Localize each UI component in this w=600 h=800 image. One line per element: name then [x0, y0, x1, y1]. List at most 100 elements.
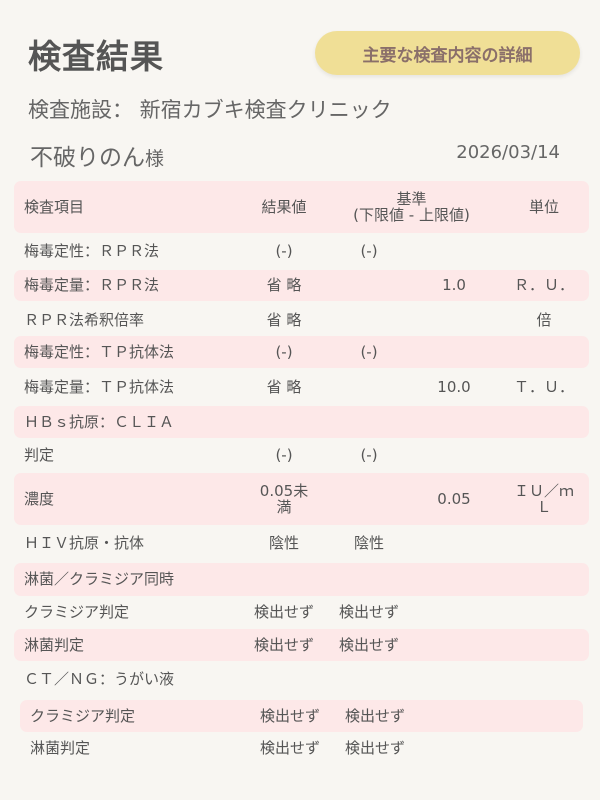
cell-item: ＲＰＲ法希釈倍率	[24, 311, 145, 330]
cell-result: 省 略	[266, 377, 302, 396]
cell-unit	[499, 236, 589, 266]
cell-result: 検出せず	[253, 635, 314, 654]
patient-suffix: 様	[145, 148, 165, 170]
table-row: 梅毒定性：ＴＰ抗体法 (-) (-)	[14, 336, 589, 368]
cell-lower	[324, 563, 414, 596]
cell-result: 0.05未満	[259, 481, 309, 516]
table-row: ＲＰＲ法希釈倍率 省 略 倍	[14, 305, 589, 336]
cell-result: (-)	[275, 445, 293, 464]
exam-date: 2026/03/14	[456, 142, 560, 163]
table-row: 淋菌判定 検出せず 検出せず	[20, 733, 583, 763]
cell-item: 淋菌判定	[30, 738, 91, 757]
cell-upper: 10.0	[437, 377, 471, 396]
cell-result: 陰性	[268, 533, 299, 552]
cell-upper	[409, 336, 499, 368]
cell-lower: (-)	[360, 445, 378, 464]
table-row: クラミジア判定 検出せず 検出せず	[20, 700, 583, 732]
header-range: 基準 (下限値 - 上限値)	[324, 181, 499, 233]
cell-unit: 倍	[536, 311, 552, 330]
cell-lower: (-)	[360, 342, 378, 361]
cell-lower: 検出せず	[338, 603, 399, 622]
cell-unit: Ｒ．Ｕ．	[513, 276, 574, 295]
cell-upper	[409, 236, 499, 266]
cell-unit	[499, 406, 589, 438]
cell-unit	[499, 440, 589, 470]
exam-details-button[interactable]: 主要な検査内容の詳細	[315, 31, 580, 75]
table-row: ＨＩＶ抗原・抗体 陰性 陰性	[14, 528, 589, 558]
cell-result: (-)	[275, 241, 293, 260]
table-row: 淋菌判定 検出せず 検出せず	[14, 629, 589, 661]
cell-lower: 検出せず	[344, 738, 405, 757]
cell-item: ＣＴ／ＮＧ：うがい液	[24, 670, 175, 689]
cell-upper	[409, 440, 499, 470]
cell-unit	[499, 629, 589, 661]
page-title: 検査結果	[28, 37, 164, 76]
cell-lower: 陰性	[353, 533, 384, 552]
patient-name: 不破りのん様	[30, 138, 164, 172]
table-row: 濃度 0.05未満 0.05 ＩＵ／ｍＬ	[14, 473, 589, 525]
cell-item: クラミジア判定	[30, 706, 136, 725]
cell-unit	[505, 700, 595, 732]
cell-upper	[409, 629, 499, 661]
cell-upper: 1.0	[442, 276, 466, 295]
cell-result: 検出せず	[253, 603, 314, 622]
cell-item: 梅毒定性：ＲＰＲ法	[24, 241, 160, 260]
header-result: 結果値	[261, 197, 307, 216]
table-row: 判定 (-) (-)	[14, 440, 589, 470]
cell-upper	[409, 528, 499, 558]
cell-lower	[324, 305, 414, 336]
cell-upper	[409, 406, 499, 438]
table-row: 梅毒定性：ＲＰＲ法 (-) (-)	[14, 236, 589, 266]
cell-item: 濃度	[24, 489, 55, 508]
cell-result	[239, 664, 329, 695]
cell-upper	[415, 733, 505, 763]
cell-lower: (-)	[360, 241, 378, 260]
table-row: ＣＴ／ＮＧ：うがい液	[14, 664, 589, 695]
patient-name-text: 不破りのん	[30, 145, 145, 171]
cell-lower	[324, 473, 414, 525]
table-header: 検査項目 結果値 基準 (下限値 - 上限値) 単位	[14, 181, 589, 233]
cell-upper	[409, 664, 499, 695]
cell-upper	[409, 597, 499, 628]
header-range-sub: (下限値 - 上限値)	[353, 206, 470, 224]
cell-item: ＨＩＶ抗原・抗体	[24, 533, 145, 552]
cell-upper	[409, 305, 499, 336]
table-row: 梅毒定量：ＲＰＲ法 省 略 1.0 Ｒ．Ｕ．	[14, 270, 589, 301]
header-item: 検査項目	[24, 197, 85, 216]
cell-result: 省 略	[266, 276, 302, 295]
facility-label: 検査施設： 新宿カブキ検査クリニック	[28, 98, 392, 122]
cell-lower	[324, 406, 414, 438]
cell-unit	[505, 733, 595, 763]
table-row: クラミジア判定 検出せず 検出せず	[14, 597, 589, 628]
cell-result	[239, 406, 329, 438]
table-row: ＨＢｓ抗原：ＣＬＩＡ	[14, 406, 589, 438]
cell-upper	[415, 700, 505, 732]
cell-item: クラミジア判定	[24, 603, 130, 622]
table-row: 梅毒定量：ＴＰ抗体法 省 略 10.0 Ｔ．Ｕ．	[14, 371, 589, 403]
cell-unit: ＩＵ／ｍＬ	[513, 481, 574, 516]
cell-upper: 0.05	[437, 489, 471, 508]
header-range-title: 基準	[396, 189, 427, 208]
cell-unit	[499, 563, 589, 596]
cell-unit	[499, 597, 589, 628]
cell-result	[239, 563, 329, 596]
header-unit: 単位	[528, 197, 559, 216]
cell-result: (-)	[275, 342, 293, 361]
cell-unit: Ｔ．Ｕ．	[513, 377, 574, 396]
cell-item: 梅毒定量：ＴＰ抗体法	[24, 377, 175, 396]
cell-unit	[499, 336, 589, 368]
cell-lower	[324, 664, 414, 695]
cell-item: 判定	[24, 445, 55, 464]
cell-lower	[324, 270, 414, 301]
cell-item: 淋菌／クラミジア同時	[24, 570, 175, 589]
cell-lower	[324, 371, 414, 403]
cell-lower: 検出せず	[338, 635, 399, 654]
cell-result: 検出せず	[259, 738, 320, 757]
cell-unit	[499, 528, 589, 558]
cell-unit	[499, 664, 589, 695]
cell-item: 梅毒定量：ＲＰＲ法	[24, 276, 160, 295]
cell-item: ＨＢｓ抗原：ＣＬＩＡ	[24, 412, 175, 431]
cell-item: 淋菌判定	[24, 635, 85, 654]
cell-upper	[409, 563, 499, 596]
cell-lower: 検出せず	[344, 706, 405, 725]
